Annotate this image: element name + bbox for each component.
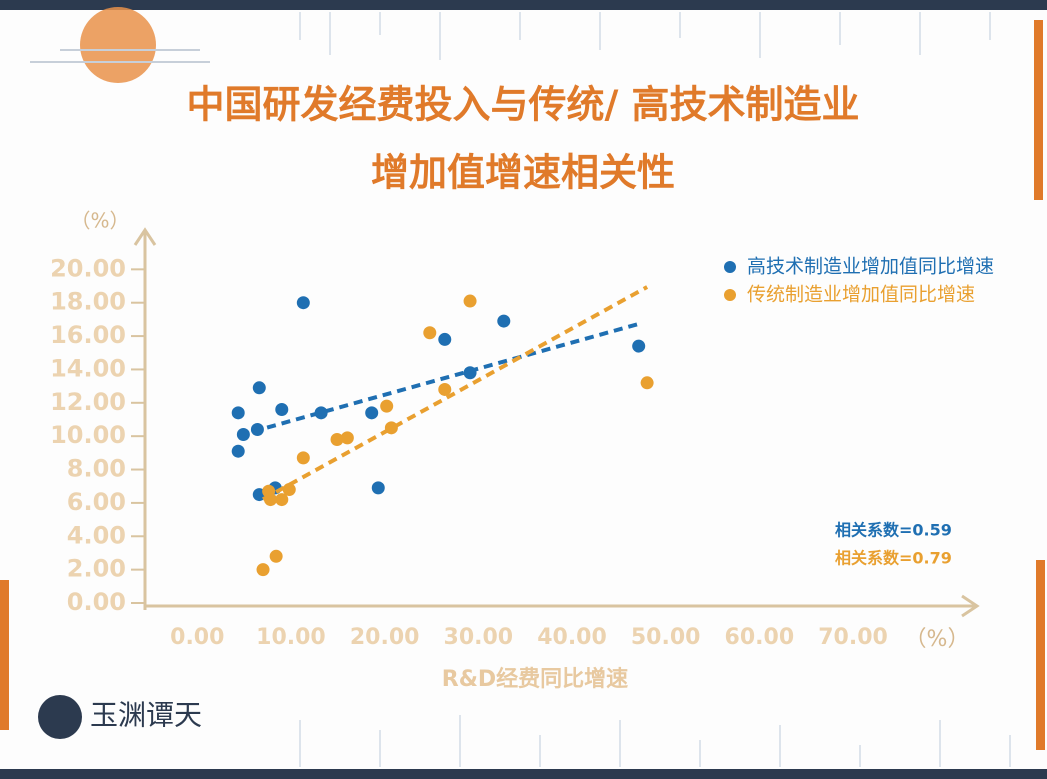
point (231, 406, 245, 420)
point (365, 406, 379, 420)
x-unit: （%） (905, 627, 970, 652)
point (264, 493, 278, 507)
point (438, 382, 452, 396)
x-tick-label: 20.00 (350, 625, 420, 650)
point (330, 433, 344, 447)
x-tick-label: 70.00 (818, 625, 888, 650)
point (463, 366, 477, 380)
side-bar (0, 580, 9, 730)
point (275, 493, 289, 507)
point (380, 399, 394, 413)
point (438, 332, 452, 346)
x-tick-label: 10.00 (256, 625, 326, 650)
chart-title: 增加值增速相关性 (371, 151, 675, 195)
x-tick-label: 30.00 (444, 625, 514, 650)
y-tick-label: 10.00 (50, 421, 126, 449)
side-bar (1036, 560, 1045, 750)
legend-marker (724, 289, 736, 301)
legend-marker (724, 261, 736, 273)
y-tick-label: 14.00 (50, 354, 126, 382)
y-tick-label: 6.00 (67, 488, 126, 516)
y-tick-label: 8.00 (67, 455, 126, 483)
point (256, 563, 270, 577)
y-arrow (133, 227, 157, 246)
y-tick-label: 20.00 (50, 254, 126, 282)
x-axis-title: R&D经费同比增速 (442, 666, 628, 692)
x-tick-label: 60.00 (725, 625, 795, 650)
x-tick-label: 50.00 (631, 625, 701, 650)
top-band (0, 0, 1047, 10)
legend-label: 高技术制造业增加值同比增速 (747, 256, 994, 278)
point (497, 314, 511, 328)
point (423, 326, 437, 340)
logo-text: 玉渊谭天 (90, 699, 202, 732)
point (296, 296, 310, 310)
logo-icon (38, 695, 82, 739)
annotation: 相关系数=0.59 (835, 521, 952, 540)
y-tick-label: 18.00 (50, 288, 126, 316)
trend-line (262, 285, 649, 502)
trend-line (237, 322, 640, 438)
side-bar (1034, 20, 1043, 200)
x-tick-label: 0.00 (170, 625, 224, 650)
bottom-band (0, 769, 1047, 779)
y-tick-label: 16.00 (50, 321, 126, 349)
point (340, 431, 354, 445)
cloud-decoration (30, 49, 210, 63)
point (275, 402, 289, 416)
point (463, 294, 477, 308)
point (269, 549, 283, 563)
point (236, 428, 250, 442)
point (231, 444, 245, 458)
y-tick-label: 12.00 (50, 388, 126, 416)
legend-label: 传统制造业增加值同比增速 (747, 284, 975, 306)
point (371, 481, 385, 495)
point (252, 381, 266, 395)
y-unit: （%） (70, 209, 129, 233)
x-tick-label: 40.00 (537, 625, 607, 650)
point (640, 376, 654, 390)
chart-title: 中国研发经费投入与传统/ 高技术制造业 (186, 83, 859, 127)
point (282, 483, 296, 497)
sun-decoration (80, 7, 156, 83)
point (314, 406, 328, 420)
y-tick-label: 2.00 (67, 555, 126, 583)
stripes (299, 12, 1011, 767)
point (296, 451, 310, 465)
y-tick-label: 4.00 (67, 521, 126, 549)
point (632, 339, 646, 353)
x-arrow (961, 594, 980, 618)
point (384, 421, 398, 435)
annotation: 相关系数=0.79 (835, 549, 952, 568)
y-tick-label: 0.00 (67, 588, 126, 616)
point (250, 423, 264, 436)
